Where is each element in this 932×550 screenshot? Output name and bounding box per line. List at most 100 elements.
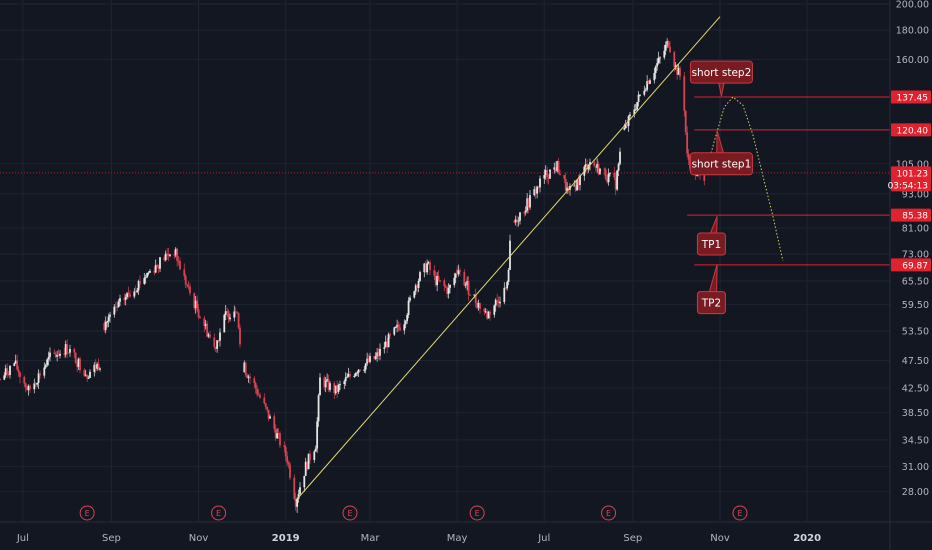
candle-body <box>307 453 310 470</box>
trendline[interactable] <box>295 16 721 501</box>
candle-body <box>446 287 449 294</box>
candle-body <box>607 173 610 183</box>
candle-body <box>66 344 69 353</box>
candle-body <box>497 300 500 304</box>
candle-body <box>483 308 486 312</box>
candle-body <box>646 81 649 90</box>
candle-body <box>107 316 110 322</box>
candle-body <box>606 179 609 183</box>
candle-body <box>674 65 677 67</box>
candle-body <box>604 169 607 180</box>
candle-body <box>486 311 489 319</box>
candle-body <box>4 368 7 376</box>
candle-body <box>667 41 670 47</box>
candle-body <box>69 348 71 353</box>
candles <box>0 38 706 513</box>
candle-body <box>367 358 370 362</box>
candle-body <box>26 387 29 391</box>
y-tick-label: 65.50 <box>902 276 929 287</box>
candle-body <box>154 264 157 273</box>
candle-body <box>594 166 597 168</box>
candle-body <box>126 292 129 297</box>
candle-body <box>136 290 139 293</box>
candle-body <box>103 323 106 331</box>
candle-body <box>469 294 471 296</box>
earnings-marker[interactable] <box>469 505 485 521</box>
candle-body <box>153 270 156 273</box>
candle-body <box>397 324 400 328</box>
callout-box[interactable] <box>696 232 726 256</box>
time-axis[interactable]: Jul Sep Nov 2019 Mar May Jul Sep Nov 2020 <box>16 533 821 544</box>
level-price-tag <box>891 208 931 222</box>
candle-body <box>183 269 186 276</box>
candle-body <box>346 376 349 378</box>
earnings-marker[interactable] <box>342 505 358 521</box>
candle-body <box>53 352 56 354</box>
candle-body <box>76 363 79 367</box>
level-price-tag <box>891 90 931 104</box>
candle-body <box>233 311 236 318</box>
current-price-label: 101.23 <box>897 169 929 179</box>
drawings[interactable]: short step2 short step1 TP1 TP2 <box>295 16 784 501</box>
candle-body <box>549 169 551 179</box>
callout-box[interactable] <box>696 291 726 315</box>
candle-body <box>216 340 219 349</box>
candle-body <box>506 282 509 289</box>
candle-body <box>474 294 477 303</box>
earnings-marker[interactable] <box>601 505 617 521</box>
candle-body <box>499 302 501 304</box>
candle-body <box>244 362 247 375</box>
callout-box[interactable] <box>689 152 753 176</box>
y-tick-label: 31.00 <box>902 462 929 473</box>
projection-curve[interactable] <box>705 96 784 262</box>
candle-body <box>287 462 290 465</box>
candle-body <box>283 445 286 447</box>
candle-body <box>414 285 417 292</box>
candle-body <box>259 394 261 398</box>
candle-body <box>563 175 566 179</box>
candle-body <box>359 369 361 371</box>
price-axis[interactable]: 200.00180.00160.00105.0093.0081.0073.006… <box>896 0 929 498</box>
earnings-marker[interactable] <box>79 505 95 521</box>
candle-body <box>459 270 461 272</box>
x-tick-label: 2020 <box>793 533 821 544</box>
candle-body <box>613 172 616 178</box>
candle-body <box>263 397 266 404</box>
candle-body <box>589 162 591 165</box>
candle-body <box>476 302 479 308</box>
current-price-tag <box>891 166 931 192</box>
candle-body <box>39 373 41 376</box>
candle-body <box>193 293 196 308</box>
candle-body <box>209 334 211 338</box>
candle-body <box>73 348 76 353</box>
candle-body <box>269 416 271 419</box>
candle-body <box>137 281 140 291</box>
y-tick-label: 53.50 <box>902 327 929 338</box>
x-tick-label: Sep <box>623 533 642 544</box>
candle-body <box>529 195 531 208</box>
candle-body <box>323 377 326 388</box>
candle-body <box>364 363 367 370</box>
candle-body <box>366 358 369 364</box>
candle-body <box>264 403 267 407</box>
candle-body <box>96 363 99 369</box>
candle-body <box>184 275 187 285</box>
candle-body <box>516 219 519 222</box>
candle-body <box>559 173 561 176</box>
candle-body <box>169 254 171 256</box>
earnings-marker[interactable] <box>732 505 748 521</box>
candle-body <box>343 381 346 385</box>
earnings-marker[interactable] <box>211 505 227 521</box>
candle-body <box>496 299 499 301</box>
candle-body <box>117 301 120 308</box>
candle-body <box>289 464 291 478</box>
candle-body <box>94 364 97 369</box>
candle-body <box>159 257 161 269</box>
candle-body <box>97 363 100 370</box>
candle-body <box>203 318 206 327</box>
callout-box[interactable] <box>689 60 753 84</box>
candle-body <box>37 373 40 383</box>
